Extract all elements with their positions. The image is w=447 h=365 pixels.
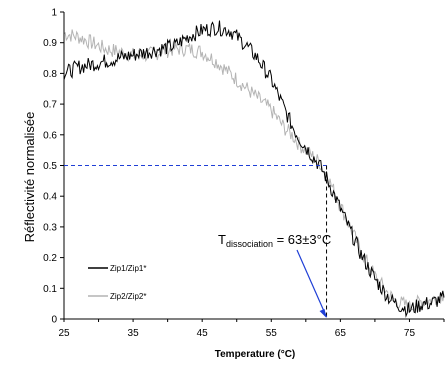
x-tick-label: 25 (58, 328, 70, 339)
y-tick-label: 0.9 (43, 38, 57, 49)
legend-label: Zip1/Zip1* (110, 264, 146, 273)
legend-label: Zip2/Zip2* (110, 292, 146, 301)
y-tick-label: 0.1 (43, 284, 57, 295)
y-tick-label: 0.5 (43, 161, 57, 172)
y-tick-label: 0.3 (43, 222, 57, 233)
annotation-label: Tdissociation = 63±3°C (218, 232, 331, 249)
x-tick-label: 65 (335, 328, 347, 339)
y-tick-label: 0.4 (43, 192, 57, 203)
legend: Zip1/Zip1* Zip2/Zip2* (88, 264, 146, 301)
y-tick-label: 0 (51, 315, 57, 326)
x-tick-label: 55 (266, 328, 278, 339)
x-tick-label: 45 (197, 328, 209, 339)
x-tick-label: 35 (128, 328, 140, 339)
x-tick-label: 75 (404, 328, 416, 339)
x-axis-label: Temperature (°C) (215, 349, 296, 360)
y-tick-label: 1 (51, 8, 57, 19)
y-axis-label: Réflectivité normalisée (22, 112, 37, 243)
annotation-arrowhead (319, 309, 327, 318)
y-tick-label: 0.2 (43, 253, 57, 264)
annotation-arrow (296, 249, 328, 318)
y-tick-label: 0.7 (43, 100, 57, 111)
series-line (63, 20, 445, 318)
y-tick-label: 0.8 (43, 69, 57, 80)
y-tick-label: 0.6 (43, 130, 57, 141)
